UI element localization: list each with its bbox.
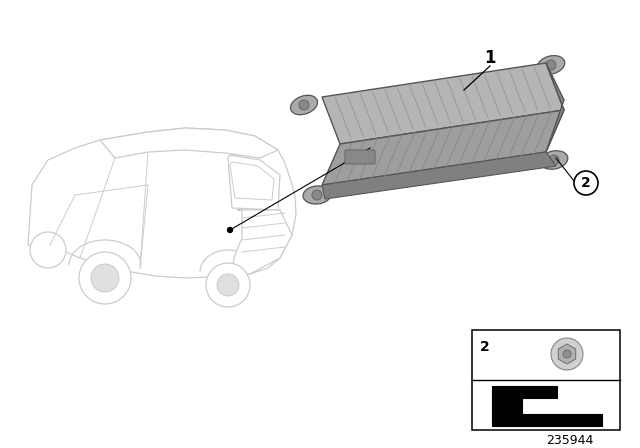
Polygon shape: [558, 344, 575, 364]
Circle shape: [30, 232, 66, 268]
Text: 1: 1: [484, 49, 496, 67]
Polygon shape: [492, 386, 602, 426]
Ellipse shape: [303, 186, 331, 204]
Polygon shape: [230, 210, 292, 276]
Circle shape: [563, 350, 571, 358]
Polygon shape: [28, 128, 296, 278]
Polygon shape: [322, 110, 564, 185]
Polygon shape: [546, 63, 564, 152]
Polygon shape: [228, 155, 280, 210]
Text: 2: 2: [581, 176, 591, 190]
Bar: [472, 330, 620, 430]
Ellipse shape: [537, 56, 564, 74]
Circle shape: [574, 171, 598, 195]
Circle shape: [299, 100, 309, 110]
Text: 2: 2: [480, 340, 490, 354]
Circle shape: [227, 228, 232, 233]
Polygon shape: [100, 128, 278, 158]
Circle shape: [312, 190, 322, 200]
Circle shape: [91, 264, 119, 292]
Ellipse shape: [291, 95, 317, 115]
Circle shape: [546, 60, 556, 70]
Ellipse shape: [540, 151, 568, 169]
Circle shape: [79, 252, 131, 304]
Polygon shape: [322, 152, 556, 199]
Circle shape: [217, 274, 239, 296]
Circle shape: [551, 338, 583, 370]
Polygon shape: [322, 63, 564, 144]
Polygon shape: [230, 162, 274, 200]
Text: 235944: 235944: [547, 434, 594, 447]
Circle shape: [549, 155, 559, 165]
FancyBboxPatch shape: [345, 150, 375, 164]
Circle shape: [206, 263, 250, 307]
